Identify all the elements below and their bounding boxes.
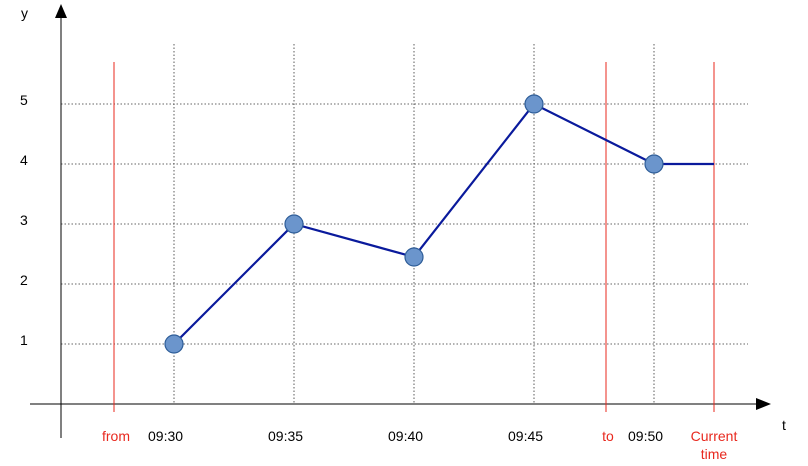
y-tick-label: 3: [20, 212, 28, 228]
data-point: [404, 247, 424, 267]
y-axis-arrow: [55, 4, 67, 18]
x-tick-label: 09:35: [268, 428, 303, 444]
grid: [61, 44, 748, 404]
x-tick-label: 09:40: [388, 428, 423, 444]
reference-lines: from to Current time: [102, 62, 737, 462]
data-points: [164, 94, 664, 354]
x-tick-label: 09:30: [148, 428, 183, 444]
data-point: [284, 214, 304, 234]
reference-label: to: [602, 428, 614, 444]
data-point: [524, 94, 544, 114]
x-tick-label: 09:45: [508, 428, 543, 444]
reference-label: from: [102, 428, 130, 444]
x-axis-arrow: [756, 398, 771, 410]
axes: y t: [21, 4, 786, 438]
series-line: [173, 102, 714, 345]
y-tick-label: 4: [20, 152, 28, 168]
y-tick-label: 2: [20, 272, 28, 288]
series-polyline: [173, 102, 714, 345]
x-axis-label: t: [782, 417, 786, 433]
reference-label: Current time: [691, 428, 738, 462]
y-tick-label: 5: [20, 92, 28, 108]
y-tick-label: 1: [20, 332, 28, 348]
data-point: [644, 154, 664, 174]
x-tick-label: 09:50: [628, 428, 663, 444]
y-tick-labels: 1 2 3 4 5: [20, 92, 28, 348]
data-point: [164, 334, 184, 354]
y-axis-label: y: [21, 5, 28, 21]
x-tick-labels: 09:30 09:35 09:40 09:45 09:50: [148, 428, 663, 444]
